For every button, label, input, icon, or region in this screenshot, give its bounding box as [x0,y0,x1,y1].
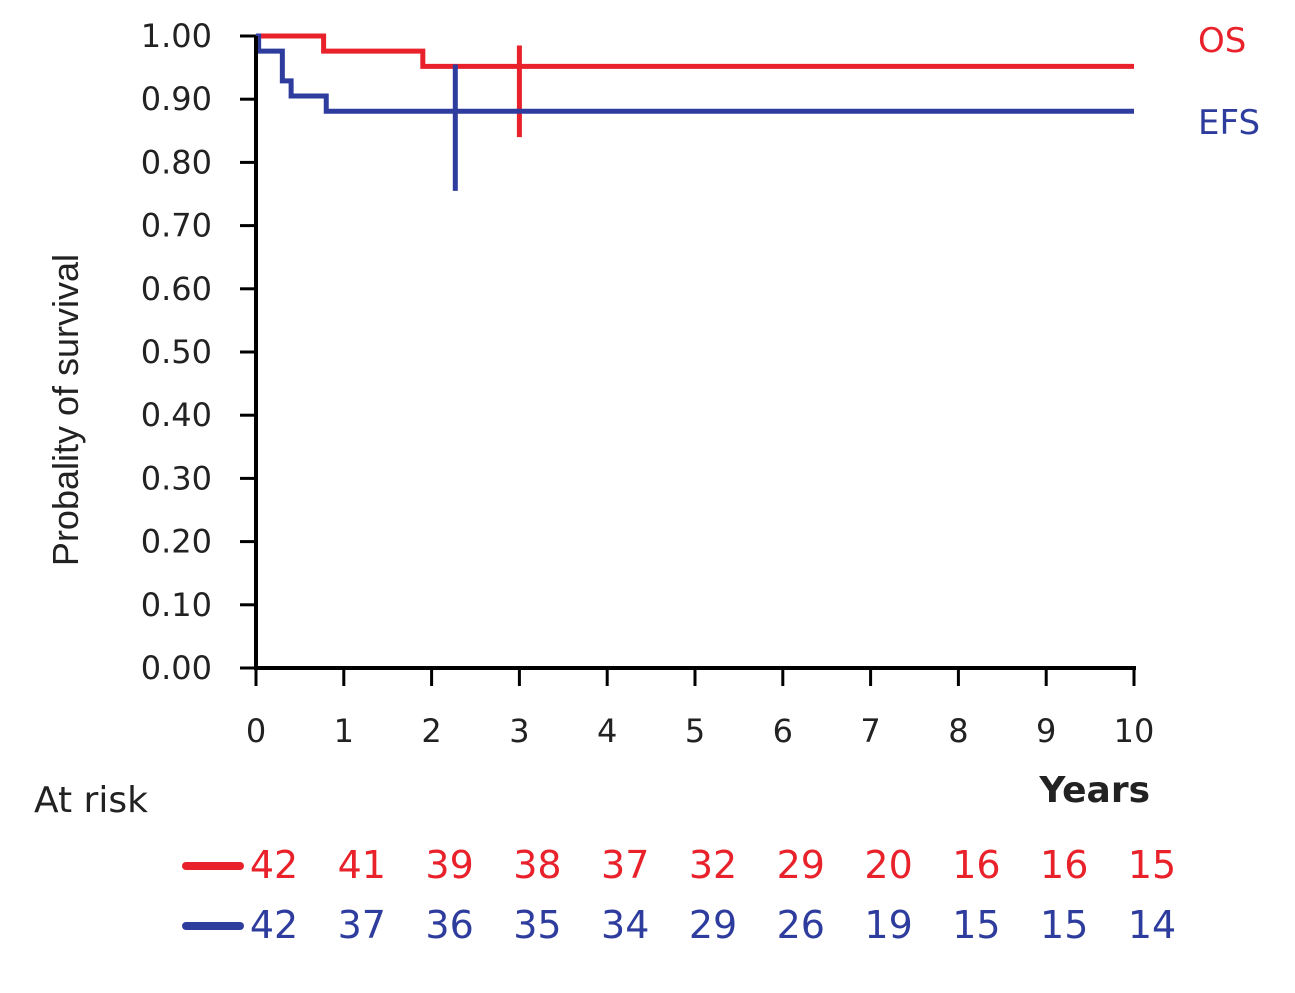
series-line-efs [256,33,1134,114]
at-risk-efs-1: 37 [338,903,386,947]
at-risk-os-7: 20 [864,843,912,887]
axis-ticks [240,34,1136,686]
y-axis-title: Probality of survival [45,254,86,566]
series-label-os: OS [1198,21,1246,61]
x-tick-label-8: 8 [948,712,968,750]
x-tick-label-3: 3 [509,712,529,750]
at-risk-os-3: 38 [513,843,561,887]
at-risk-os-2: 39 [425,843,473,887]
at-risk-os-0: 42 [250,843,298,887]
at-risk-title: At risk [34,780,148,821]
at-risk-efs-2: 36 [425,903,473,947]
at-risk-efs-7: 19 [864,903,912,947]
x-tick-label-0: 0 [246,712,266,750]
survival-curves [256,33,1134,191]
at-risk-efs-6: 26 [777,903,825,947]
tick-labels: 0.00 0.10 0.20 0.30 0.40 0.50 0.60 0.70 0.80 0.90… [141,17,1155,750]
y-tick-label-0: 0.00 [141,649,212,687]
x-tick-label-1: 1 [334,712,354,750]
y-tick-label-3: 0.30 [141,459,212,497]
x-tick-label-5: 5 [685,712,705,750]
at-risk-efs-9: 15 [1040,903,1088,947]
at-risk-efs-3: 35 [513,903,561,947]
x-tick-label-2: 2 [421,712,441,750]
at-risk-efs-5: 29 [689,903,737,947]
x-tick-label-10: 10 [1114,712,1155,750]
at-risk-os-8: 16 [952,843,1000,887]
at-risk-efs-8: 15 [952,903,1000,947]
at-risk-efs-0: 42 [250,903,298,947]
at-risk-efs-10: 14 [1128,903,1176,947]
y-tick-label-10: 1.00 [141,17,212,55]
at-risk-os-6: 29 [777,843,825,887]
at-risk-table: 42 41 39 38 37 32 29 20 16 16 15 42 37 36 35 34 29 26 19 15… [182,843,1176,947]
y-tick-label-1: 0.10 [141,586,212,624]
at-risk-os-9: 16 [1040,843,1088,887]
y-tick-label-7: 0.70 [141,207,212,245]
series-line-os [256,33,1134,69]
x-tick-label-4: 4 [597,712,617,750]
at-risk-os-10: 15 [1128,843,1176,887]
y-tick-label-6: 0.60 [141,270,212,308]
at-risk-efs-4: 34 [601,903,649,947]
series-label-efs: EFS [1198,103,1260,143]
y-tick-label-9: 0.90 [141,80,212,118]
y-tick-label-8: 0.80 [141,143,212,181]
at-risk-os-5: 32 [689,843,737,887]
y-tick-label-5: 0.50 [141,333,212,371]
x-tick-label-6: 6 [773,712,793,750]
axes [254,36,1136,670]
x-axis-title: Years [1038,770,1150,811]
x-tick-label-9: 9 [1036,712,1056,750]
at-risk-os-4: 37 [601,843,649,887]
y-tick-label-4: 0.40 [141,396,212,434]
at-risk-os-1: 41 [338,843,386,887]
y-tick-label-2: 0.20 [141,523,212,561]
x-tick-label-7: 7 [860,712,880,750]
